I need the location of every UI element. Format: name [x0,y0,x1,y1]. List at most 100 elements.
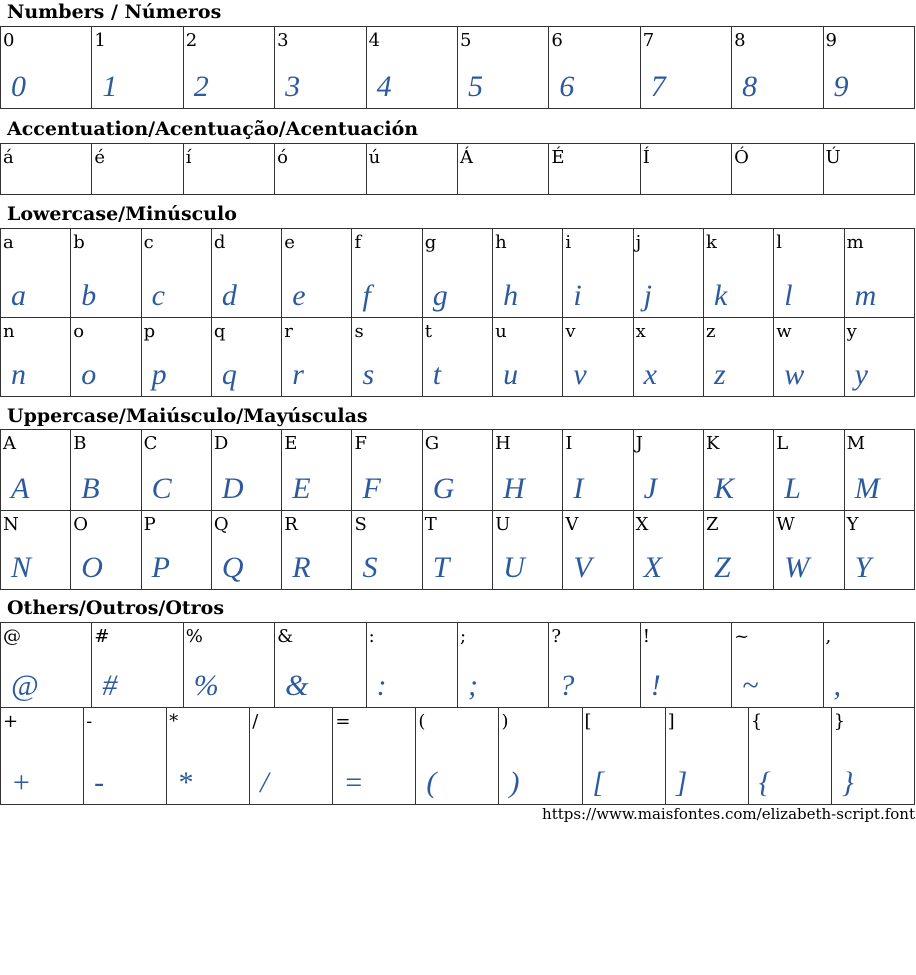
char-label: E [284,433,298,454]
char-label: b [73,232,85,253]
char-label: q [213,321,226,342]
script-glyph: V [573,551,592,584]
script-glyph: z [713,358,726,391]
char-label: ó [277,147,289,168]
char-label: x [635,321,646,342]
glyph-table: + + - - * * / / = =(())[[]]{{}} [0,707,916,805]
script-glyph: 2 [193,70,209,103]
char-label: 4 [368,30,381,51]
char-label: H [495,433,511,454]
glyph-cell: -- [83,707,168,805]
char-label: : [368,626,375,647]
char-label: z [705,321,716,342]
char-label: V [565,514,579,535]
script-glyph: v [573,358,587,391]
script-glyph: q [221,358,237,391]
script-glyph: = [343,766,364,799]
char-label: - [86,711,93,732]
script-glyph: n [11,358,26,391]
script-glyph: 9 [833,70,849,103]
script-glyph: 4 [376,70,392,103]
char-label: ] [667,711,675,732]
char-label: Í [642,147,650,168]
glyph-cell: ó [274,143,367,195]
char-label: d [213,232,226,253]
char-label: p [143,321,156,342]
char-label: & [277,626,294,647]
script-glyph: ( [426,766,437,799]
glyph-cell: á [0,143,93,195]
char-label: B [73,433,87,454]
char-label: é [94,147,106,168]
char-label: e [284,232,295,253]
char-label: ; [459,626,467,647]
script-glyph: S [362,551,378,584]
script-glyph: } [841,766,854,799]
script-glyph: O [81,551,103,584]
script-glyph: r [292,358,304,391]
char-label: K [705,433,720,454]
char-label: 5 [459,30,472,51]
script-glyph: @ [11,669,39,702]
char-label: 1 [94,30,106,51]
script-glyph: F [362,472,381,505]
char-label: y [846,321,857,342]
char-label: M [846,433,865,454]
char-label: j [635,232,642,253]
script-glyph: c [151,279,165,312]
char-label: N [3,514,19,535]
char-label: ? [551,626,561,647]
char-label: % [185,626,203,647]
glyph-cell: Á [456,143,550,195]
script-glyph: 3 [285,70,301,103]
char-label: f [354,232,362,253]
script-glyph: H [503,472,525,505]
section-title: Others/Outros/Otros [7,597,225,619]
script-glyph: w [784,358,805,391]
script-glyph: b [81,279,97,312]
char-label: ) [501,711,509,732]
glyph-cell: {{ [747,707,832,805]
script-glyph: k [713,279,728,312]
char-label: @ [3,626,21,647]
char-label: 9 [825,30,837,51]
char-label: { [750,711,763,732]
char-label: Á [459,147,473,168]
char-label: i [565,232,572,253]
char-label: o [73,321,85,342]
script-glyph: M [854,472,880,505]
script-glyph: j [643,279,653,312]
char-label: 3 [277,30,289,51]
char-label: [ [584,711,592,732]
script-glyph: - [94,766,105,799]
glyph-cell: !! [639,622,733,708]
char-label: I [565,433,573,454]
script-glyph: , [833,669,842,702]
script-glyph: Y [854,551,872,584]
